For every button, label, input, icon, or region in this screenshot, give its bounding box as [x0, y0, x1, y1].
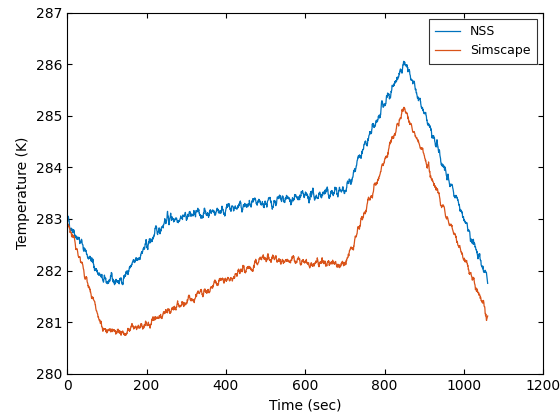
NSS	[395, 75, 402, 80]
Legend: NSS, Simscape: NSS, Simscape	[429, 19, 537, 63]
NSS	[268, 204, 275, 209]
NSS	[472, 246, 479, 251]
Simscape	[473, 286, 479, 291]
Simscape	[85, 284, 92, 289]
NSS	[64, 212, 71, 217]
Line: Simscape: Simscape	[67, 107, 488, 336]
Simscape	[484, 313, 491, 318]
NSS	[111, 282, 118, 287]
NSS	[400, 59, 407, 64]
Simscape	[258, 257, 264, 262]
Simscape	[472, 286, 479, 291]
X-axis label: Time (sec): Time (sec)	[269, 398, 342, 412]
Simscape	[268, 255, 275, 260]
NSS	[473, 247, 479, 252]
Y-axis label: Temperature (K): Temperature (K)	[16, 137, 30, 249]
Simscape	[122, 333, 129, 338]
Simscape	[395, 122, 402, 127]
Line: NSS: NSS	[67, 61, 488, 285]
Simscape	[400, 105, 407, 110]
NSS	[484, 281, 491, 286]
Simscape	[64, 220, 71, 225]
NSS	[85, 257, 92, 262]
NSS	[258, 202, 264, 207]
